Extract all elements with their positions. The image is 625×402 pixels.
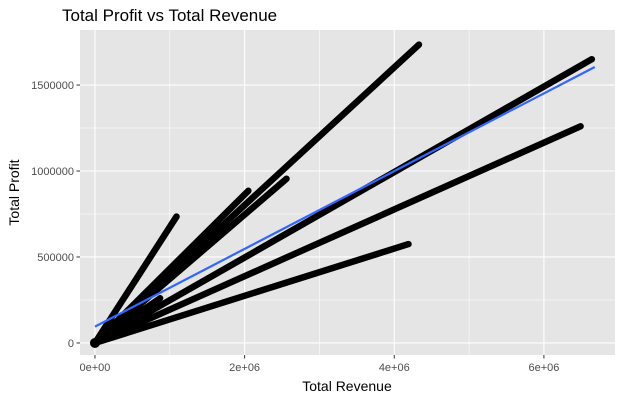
y-tick-label: 1500000 — [31, 80, 74, 92]
trend-line — [94, 65, 596, 328]
point-group-group-6 — [91, 123, 584, 347]
point-group-group-1 — [91, 213, 180, 347]
point-group-group-5 — [91, 55, 596, 347]
x-tick-labels: 0e+00 2e+06 4e+06 6e+06 — [80, 362, 560, 374]
y-tick-label: 0 — [68, 338, 74, 350]
axis-ticks — [76, 84, 545, 359]
point-group-group-7 — [91, 240, 412, 347]
chart-title: Total Profit vs Total Revenue — [62, 6, 277, 25]
point-group-group-4 — [91, 41, 423, 347]
major-gridlines — [80, 30, 615, 355]
x-tick-label: 2e+06 — [229, 362, 260, 374]
y-axis-label: Total Profit — [6, 159, 22, 225]
y-tick-labels: 0 500000 1000000 1500000 — [31, 80, 74, 350]
x-tick-label: 6e+06 — [528, 362, 559, 374]
data-points — [89, 41, 596, 348]
x-tick-label: 4e+06 — [379, 362, 410, 374]
trend-line-layer — [94, 65, 596, 328]
point-group-group-8 — [91, 295, 164, 347]
y-tick-label: 1000000 — [31, 166, 74, 178]
origin-point-cluster — [89, 337, 100, 348]
y-tick-label: 500000 — [37, 252, 74, 264]
x-tick-label: 0e+00 — [80, 362, 111, 374]
x-axis-label: Total Revenue — [302, 378, 392, 394]
